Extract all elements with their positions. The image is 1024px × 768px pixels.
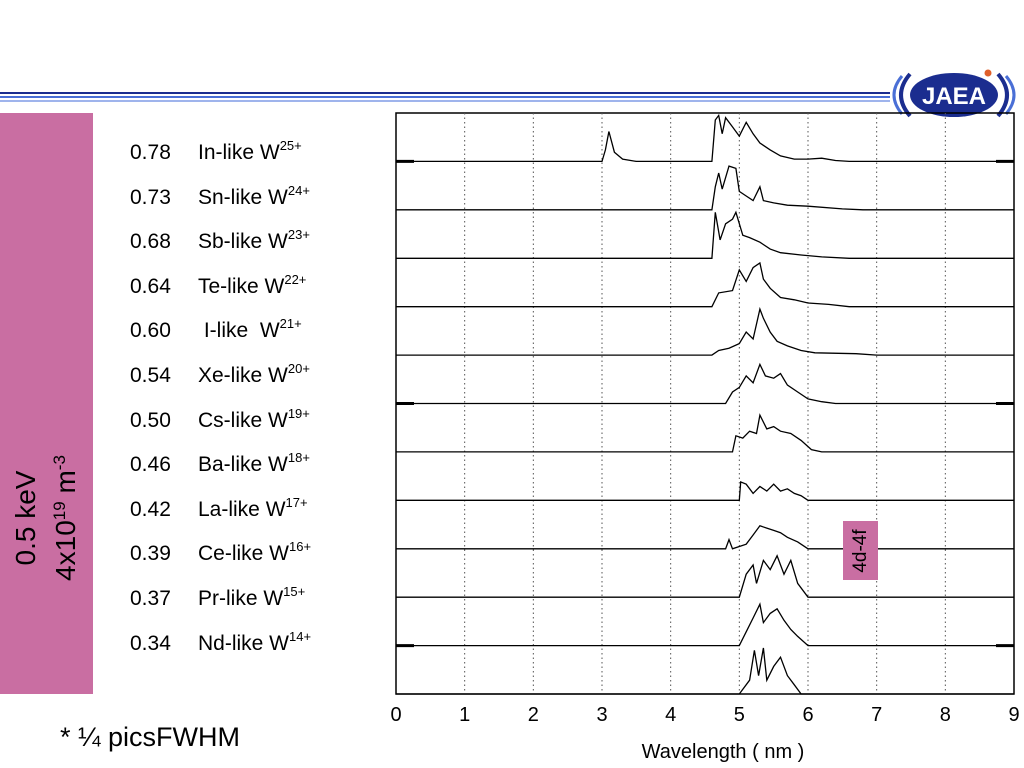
x-tick-label: 3 [596, 704, 607, 726]
density-unit: m [50, 470, 82, 502]
spectrum-line [396, 362, 1014, 405]
ion-charge: 20+ [287, 361, 310, 376]
transition-label: 4d-4f [849, 528, 871, 573]
ion-label: 0.73 Sn-like W24+ [130, 182, 310, 210]
x-tick-label: 9 [1008, 704, 1019, 726]
temperature-label: 0.5 keV [9, 470, 41, 566]
ion-name: I-like W [198, 319, 280, 343]
condition-sidebar: 0.5 keV 4x1019 m-3 [0, 113, 93, 694]
energy-value: 0.42 [130, 497, 171, 521]
energy-value: 0.54 [130, 364, 171, 387]
energy-value: 0.78 [130, 141, 171, 164]
x-axis-label: Wavelength ( nm ) [642, 741, 805, 763]
ion-label: 0.60 I-like W21+ [130, 316, 302, 343]
spectrum-line [396, 480, 1014, 501]
ion-charge: 21+ [279, 316, 302, 332]
energy-value: 0.34 [130, 631, 171, 655]
density-unit-exponent: -3 [49, 455, 69, 471]
spectrum-line [396, 306, 1014, 356]
ion-label: 0.46 Ba-like W18+ [130, 450, 310, 477]
ion-label: 0.50 Cs-like W19+ [130, 405, 310, 433]
spectrum-line [396, 525, 1014, 550]
energy-value: 0.37 [130, 587, 171, 610]
energy-value: 0.60 [130, 319, 171, 343]
logo-text: JAEA [922, 83, 986, 110]
x-tick-label: 5 [734, 704, 745, 726]
header-rule-dark [0, 92, 890, 94]
ion-charge: 17+ [285, 494, 308, 510]
ion-name: Cs-like W [198, 408, 288, 432]
ion-charge: 18+ [287, 450, 310, 466]
header-rule-mid [0, 96, 890, 98]
x-tick-label: 8 [940, 704, 951, 726]
jaea-logo: JAEA [892, 69, 1016, 118]
density-label: 4x1019 m-3 [43, 455, 83, 581]
ion-name: Ba-like W [198, 453, 288, 477]
ion-label: 0.42 La-like W17+ [130, 494, 308, 522]
ion-charge: 14+ [289, 628, 312, 644]
spectrum-line [396, 554, 1014, 598]
ion-name: Nd-like W [198, 631, 290, 655]
ion-label: 0.64 Te-like W22+ [130, 271, 307, 299]
ion-name: Te-like W [198, 274, 285, 298]
energy-value: 0.46 [130, 453, 171, 477]
ion-charge: 19+ [287, 405, 310, 421]
density-exponent: 19 [49, 501, 69, 521]
x-tick-label: 6 [802, 704, 813, 726]
ion-label: 0.78 In-like W25+ [130, 138, 302, 165]
transition-tag: 4d-4f [843, 521, 878, 580]
ion-label: 0.54 Xe-like W20+ [130, 361, 310, 388]
density-base: 4x10 [50, 520, 82, 581]
spectrum-line [396, 413, 1014, 453]
energy-value: 0.50 [130, 408, 171, 432]
ion-label: 0.37 Pr-like W15+ [130, 584, 306, 611]
ion-name: Sn-like W [198, 185, 288, 209]
energy-value: 0.68 [130, 230, 171, 254]
ion-name: Sb-like W [198, 230, 288, 254]
ion-name: Pr-like W [198, 587, 284, 610]
x-tick-label: 2 [528, 704, 539, 726]
x-tick-label: 0 [390, 704, 401, 726]
ion-charge: 16+ [289, 539, 312, 555]
spectrum-line [396, 165, 1014, 211]
spectrum-line [396, 602, 1014, 647]
x-tick-label: 7 [871, 704, 882, 726]
spectrum-line [396, 113, 1014, 163]
spectrum-line [396, 261, 1014, 308]
ion-name: La-like W [198, 497, 286, 521]
energy-value: 0.39 [130, 542, 171, 566]
ion-name: Xe-like W [198, 364, 288, 387]
energy-value: 0.64 [130, 274, 171, 298]
energy-value: 0.73 [130, 185, 171, 209]
ion-charge: 24+ [287, 182, 310, 198]
spectrum-line [396, 647, 1014, 695]
ion-name: Ce-like W [198, 542, 290, 566]
x-tick-label: 4 [665, 704, 676, 726]
spectra-chart: 0 1 2 3 4 5 6 7 8 9 Wavelength ( nm ) [390, 112, 1020, 763]
ion-label: 0.39 Ce-like W16+ [130, 539, 312, 566]
ion-label: 0.68 Sb-like W23+ [130, 227, 310, 254]
header-rule-light [0, 100, 890, 102]
x-tick-label: 1 [459, 704, 470, 726]
ion-charge: 23+ [287, 227, 310, 243]
condition-text: 0.5 keV 4x1019 m-3 [9, 455, 83, 581]
spectrum-line [396, 210, 1014, 259]
ion-name: In-like W [198, 141, 280, 164]
ion-charge: 25+ [279, 138, 302, 153]
ion-label: 0.34 Nd-like W14+ [130, 628, 312, 656]
ion-charge: 22+ [284, 271, 307, 287]
ion-charge: 15+ [283, 584, 306, 599]
footnote: * ¼ picsFWHM [60, 722, 241, 752]
